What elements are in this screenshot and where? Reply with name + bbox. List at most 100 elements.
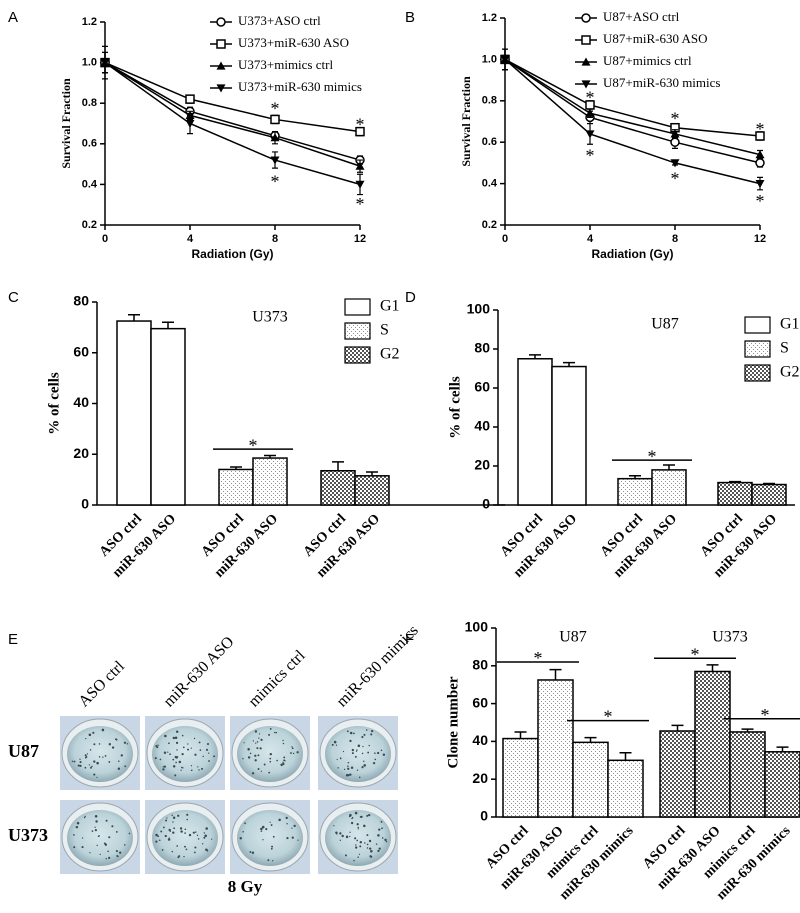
chart-title: U87 <box>651 316 679 333</box>
colony <box>351 817 353 820</box>
colony <box>378 847 381 850</box>
error-bar <box>671 724 684 732</box>
y-tick-label: 60 <box>474 379 490 395</box>
colony <box>169 830 172 832</box>
colony <box>108 743 111 746</box>
colony <box>366 834 369 837</box>
colony <box>366 843 369 846</box>
colony <box>93 773 96 776</box>
line <box>504 58 761 185</box>
legend-label: U373+mimics ctrl <box>238 57 333 72</box>
colony <box>187 743 189 745</box>
colony <box>108 836 111 839</box>
colony <box>192 831 195 834</box>
marker <box>216 61 226 70</box>
colony <box>267 859 270 862</box>
colony <box>115 738 117 741</box>
colony <box>171 814 173 817</box>
colony <box>258 733 261 735</box>
colony <box>349 831 351 833</box>
colony <box>251 772 255 775</box>
annotation: * <box>356 115 365 135</box>
colony <box>75 825 79 829</box>
bar <box>537 679 574 818</box>
colony <box>377 751 380 755</box>
legend-label: U87+mimics ctrl <box>603 53 692 68</box>
colony <box>91 830 94 832</box>
dish <box>67 810 133 866</box>
bar <box>694 670 731 818</box>
bar <box>751 483 787 506</box>
colony <box>181 766 183 769</box>
y-tick-label: 20 <box>73 445 89 461</box>
error-bar <box>619 751 632 761</box>
colony <box>91 765 93 768</box>
colony <box>205 827 208 830</box>
y-tick-label: 0 <box>480 808 488 824</box>
colony <box>363 764 366 767</box>
colony <box>381 837 384 839</box>
colony <box>111 825 114 828</box>
colony <box>344 854 347 857</box>
colony <box>203 836 206 839</box>
colony <box>297 839 299 841</box>
colony <box>351 748 354 752</box>
colony <box>157 744 159 746</box>
colony <box>356 769 359 771</box>
colony <box>271 845 274 848</box>
y-tick-label: 0.8 <box>82 97 97 109</box>
colony <box>124 844 126 846</box>
colony <box>173 827 176 830</box>
y-axis-label: % of cells <box>46 372 62 435</box>
marker <box>270 156 280 165</box>
colony <box>355 750 358 752</box>
colony <box>155 745 158 748</box>
colony <box>347 761 350 764</box>
colony <box>336 758 338 761</box>
marker <box>755 131 765 141</box>
annotation: * <box>691 644 700 664</box>
colony <box>260 827 263 831</box>
marker <box>581 80 591 89</box>
bar <box>116 320 152 506</box>
annotation: * <box>356 194 365 214</box>
colony <box>174 755 178 759</box>
colony <box>349 773 352 776</box>
colony <box>291 827 293 829</box>
colony <box>357 828 359 830</box>
colony <box>256 741 259 743</box>
colony <box>178 855 181 858</box>
error-bar <box>514 731 527 739</box>
colony <box>79 760 82 764</box>
bar <box>617 477 653 506</box>
colony <box>81 837 84 839</box>
colony <box>182 746 185 749</box>
annotation: * <box>586 146 595 166</box>
colony <box>282 761 284 763</box>
colony <box>355 844 357 846</box>
colony <box>268 771 271 774</box>
colony <box>296 751 299 754</box>
marker <box>585 108 595 117</box>
colony <box>197 766 199 768</box>
colony <box>177 814 180 817</box>
column-label: mimics ctrl <box>245 647 309 711</box>
colony <box>385 840 388 843</box>
group-title: U87 <box>559 629 587 646</box>
colony <box>176 756 179 758</box>
colony <box>336 833 338 835</box>
annotation: * <box>756 191 765 211</box>
legend-label: G1 <box>780 316 800 333</box>
colony <box>95 820 98 823</box>
colony <box>358 853 361 855</box>
colony <box>348 815 351 818</box>
series <box>500 48 765 160</box>
colony <box>286 836 289 840</box>
colony <box>276 759 278 762</box>
bar <box>551 365 587 506</box>
colony <box>259 747 262 750</box>
legend-label: U373+miR-630 mimics <box>238 79 362 94</box>
legend-swatch <box>344 298 371 316</box>
colony <box>186 813 189 816</box>
